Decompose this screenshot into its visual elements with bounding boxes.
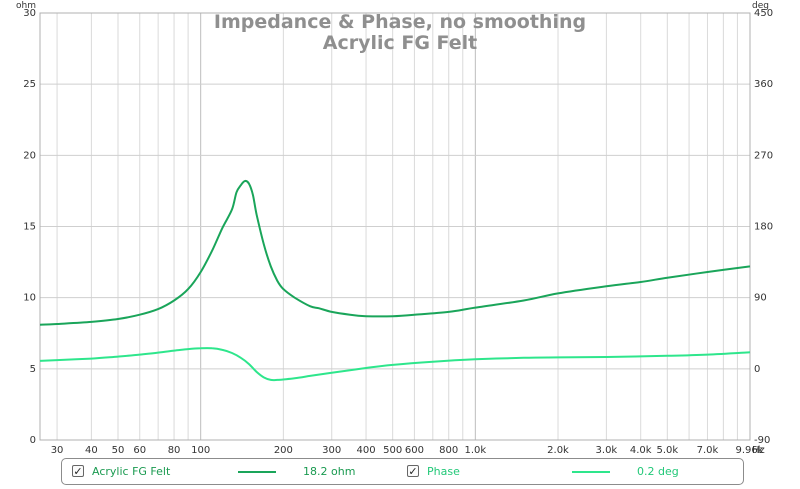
x-tick-label: 400: [356, 445, 375, 456]
right-axis-unit: deg: [752, 1, 769, 11]
right-y-tick-label: 180: [754, 222, 773, 233]
series-1-name: Acrylic FG Felt: [92, 465, 171, 478]
x-axis-unit: Hz: [752, 445, 765, 456]
series-line-1: [39, 179, 751, 326]
x-tick-label: 200: [274, 445, 293, 456]
x-tick-label: 3.0k: [596, 445, 618, 456]
left-y-tick-label: 10: [23, 293, 36, 304]
series-2-name: Phase: [427, 465, 460, 478]
x-tick-label: 1.0k: [464, 445, 486, 456]
x-tick-label: 500: [383, 445, 402, 456]
plot-frame: [39, 12, 751, 441]
x-tick-label: 300: [322, 445, 341, 456]
right-y-tick-label: 450: [754, 8, 773, 19]
legend-series-2: ✓ Phase: [407, 464, 557, 480]
right-y-tick-label: 360: [754, 79, 773, 90]
left-y-tick-label: 30: [23, 8, 36, 19]
right-y-tick-label: -90: [754, 435, 770, 446]
x-tick-label: 100: [191, 445, 210, 456]
right-y-tick-label: 0: [754, 364, 760, 375]
tick-labels: 30 40 50 60 80 100 200 300 400 500 600 800 1.0k 2.0k 3…: [23, 8, 773, 456]
right-y-tick-label: 270: [754, 150, 773, 161]
x-tick-label: 4.0k: [630, 445, 652, 456]
x-tick-label: 9.96k: [735, 445, 763, 456]
left-axis-unit: ohm: [16, 1, 36, 11]
legend-series-1: ✓ Acrylic FG Felt: [72, 464, 332, 480]
x-tick-label: 7.0k: [697, 445, 719, 456]
chart-title: Impedance & Phase, no smoothing: [214, 11, 586, 33]
series-2-readout: 0.2 deg: [637, 465, 679, 478]
left-y-tick-label: 5: [30, 364, 36, 375]
left-y-tick-label: 15: [23, 222, 36, 233]
series-2-checkbox[interactable]: ✓: [407, 465, 419, 478]
series-lines: [39, 179, 751, 382]
x-tick-label: 30: [51, 445, 64, 456]
left-y-tick-label: 0: [30, 435, 36, 446]
series-2-swatch: [572, 471, 610, 473]
x-tick-label: 5.0k: [656, 445, 678, 456]
series-1-readout: 18.2 ohm: [303, 465, 356, 478]
chart-subtitle: Acrylic FG Felt: [323, 32, 478, 54]
x-tick-label: 2.0k: [547, 445, 569, 456]
series-line-2: [39, 347, 751, 382]
x-tick-label: 40: [85, 445, 98, 456]
left-y-tick-label: 25: [23, 79, 36, 90]
x-tick-label: 50: [112, 445, 125, 456]
series-1-swatch: [238, 471, 276, 473]
x-tick-label: 60: [133, 445, 146, 456]
right-y-tick-label: 90: [754, 293, 767, 304]
legend: ✓ Acrylic FG Felt 18.2 ohm ✓ Phase 0.2 d…: [61, 458, 744, 485]
left-y-tick-label: 20: [23, 150, 36, 161]
x-tick-label: 800: [439, 445, 458, 456]
grid: [40, 12, 751, 441]
series-1-checkbox[interactable]: ✓: [72, 465, 84, 478]
x-tick-label: 80: [168, 445, 181, 456]
x-tick-label: 600: [405, 445, 424, 456]
